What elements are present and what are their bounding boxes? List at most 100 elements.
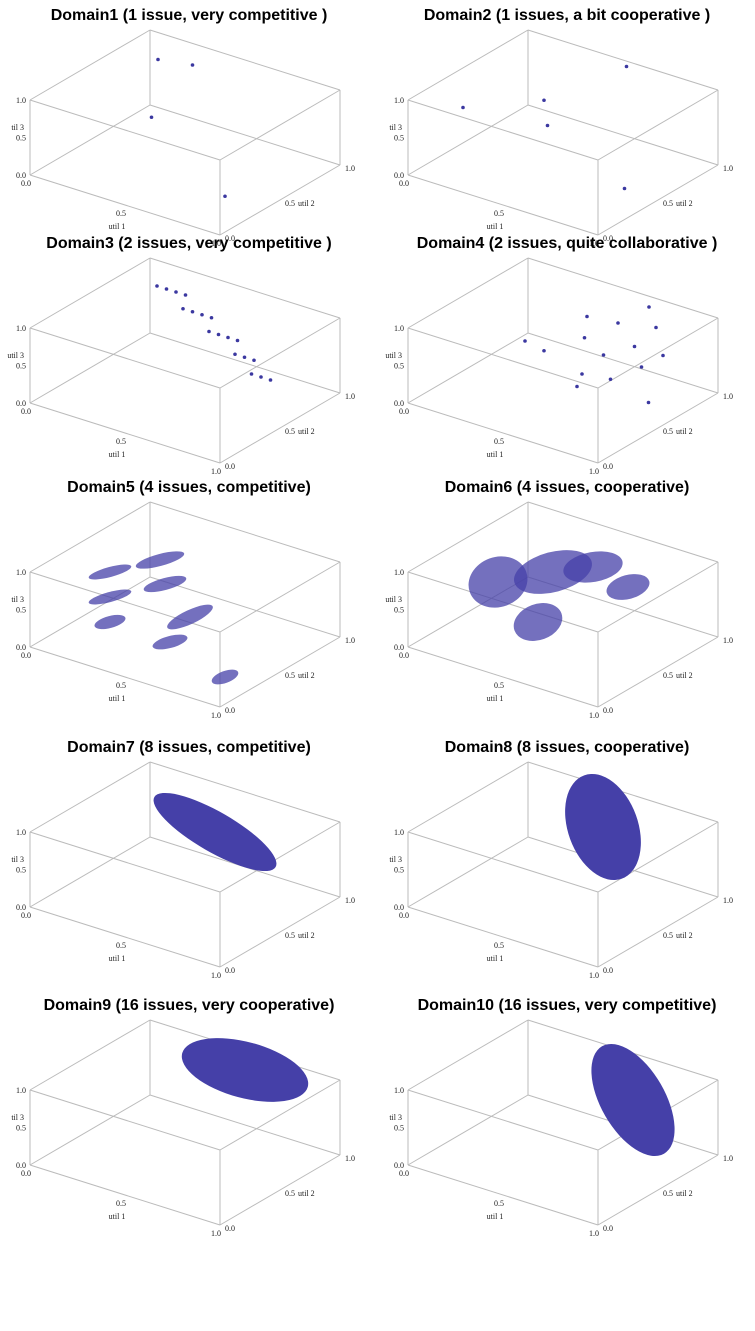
tick-label: 1.0 <box>394 324 404 333</box>
box-edge <box>29 761 151 833</box>
axis-label: til 3 <box>389 855 402 864</box>
tick-label: 0.5 <box>394 1124 404 1133</box>
tick-label: 1.0 <box>345 636 355 645</box>
panel-title: Domain7 (8 issues, competitive) <box>67 739 311 756</box>
tick-label: 0.0 <box>399 1169 409 1178</box>
box-edge <box>219 392 341 464</box>
tick-label: 0.0 <box>225 706 235 715</box>
axis-label: util 2 <box>298 1189 315 1198</box>
point <box>654 325 658 330</box>
tick-label: 0.0 <box>603 706 613 715</box>
box-edge <box>407 402 599 464</box>
panel-title: Domain9 (16 issues, very cooperative) <box>44 997 335 1014</box>
tick-label: 0.5 <box>394 866 404 875</box>
tick-label: 1.0 <box>723 636 733 645</box>
tick-label: 0.0 <box>16 399 26 408</box>
box-edge <box>29 1019 151 1091</box>
box-edge <box>149 1094 341 1156</box>
panel: Domain9 (16 issues, very cooperative) 0.0… <box>11 997 355 1238</box>
axis-label: util 2 <box>676 1189 693 1198</box>
point-cloud <box>565 773 641 881</box>
box-edge <box>219 1154 341 1226</box>
tick-label: 0.5 <box>394 134 404 143</box>
box-edge <box>29 646 221 708</box>
tick-label: 1.0 <box>345 392 355 401</box>
axis-label: util 1 <box>109 450 126 459</box>
tick-label: 0.5 <box>285 1189 295 1198</box>
axis-label: util 2 <box>298 931 315 940</box>
point <box>174 290 178 294</box>
point <box>461 105 465 110</box>
axis-label: util 1 <box>109 954 126 963</box>
axis-label: til 3 <box>11 595 24 604</box>
box-edge <box>29 906 221 968</box>
box-edge <box>407 327 599 389</box>
point <box>545 123 550 128</box>
axis-label: util 2 <box>298 671 315 680</box>
axis-label: util 1 <box>109 694 126 703</box>
tick-label: 1.0 <box>16 568 26 577</box>
box-edge <box>219 636 341 708</box>
box-edge <box>527 501 719 563</box>
point <box>164 287 169 291</box>
box-edge <box>29 501 151 573</box>
point <box>542 98 546 103</box>
tick-label: 0.5 <box>394 362 404 371</box>
tick-label: 0.5 <box>494 941 504 950</box>
box-edge <box>219 896 341 968</box>
tick-label: 0.5 <box>494 209 504 218</box>
box-edge <box>407 257 529 329</box>
panel-title: Domain8 (8 issues, cooperative) <box>445 739 690 756</box>
box-edge <box>407 1019 529 1091</box>
point <box>216 332 221 337</box>
point <box>601 353 606 357</box>
tick-label: 0.5 <box>285 199 295 208</box>
tick-label: 1.0 <box>394 568 404 577</box>
panel: Domain5 (4 issues, competitive)0.00.00.0… <box>11 479 355 720</box>
box-edge <box>219 317 341 389</box>
point <box>542 348 546 353</box>
box-edge <box>29 257 151 329</box>
point <box>223 194 227 199</box>
tick-label: 0.0 <box>399 911 409 920</box>
point-cloud <box>211 669 239 685</box>
tick-label: 0.5 <box>116 209 126 218</box>
box-edge <box>597 392 719 464</box>
tick-label: 0.5 <box>16 866 26 875</box>
tick-label: 0.0 <box>21 407 31 416</box>
point-cloud <box>88 564 132 580</box>
point <box>149 115 154 120</box>
tick-label: 0.5 <box>494 1199 504 1208</box>
box-edge <box>597 821 719 893</box>
tick-label: 0.5 <box>663 1189 673 1198</box>
tick-label: 0.5 <box>663 671 673 680</box>
tick-label: 0.0 <box>394 903 404 912</box>
point <box>585 314 589 319</box>
panel-title: Domain2 (1 issues, a bit cooperative ) <box>424 7 710 24</box>
box-edge <box>407 501 529 573</box>
point <box>207 329 211 334</box>
tick-label: 0.5 <box>116 941 126 950</box>
box-edge <box>407 831 599 893</box>
tick-label: 0.0 <box>16 171 26 180</box>
point <box>661 353 665 358</box>
box-edge <box>29 174 221 236</box>
box-edge <box>407 1164 599 1226</box>
axis-label: til 3 <box>11 1113 24 1122</box>
box-edge <box>407 104 529 176</box>
tick-label: 0.5 <box>16 606 26 615</box>
tick-label: 0.0 <box>603 1224 613 1233</box>
box-edge <box>597 561 719 633</box>
tick-label: 1.0 <box>16 96 26 105</box>
point <box>639 365 644 369</box>
box-edge <box>29 104 151 176</box>
point-cloud <box>563 551 623 583</box>
tick-label: 0.5 <box>16 134 26 143</box>
box-edge <box>29 836 151 908</box>
tick-label: 0.0 <box>394 399 404 408</box>
box-edge <box>407 1089 599 1151</box>
axis-label: util 2 <box>676 199 693 208</box>
tick-label: 0.0 <box>394 643 404 652</box>
point-cloud <box>468 556 528 608</box>
